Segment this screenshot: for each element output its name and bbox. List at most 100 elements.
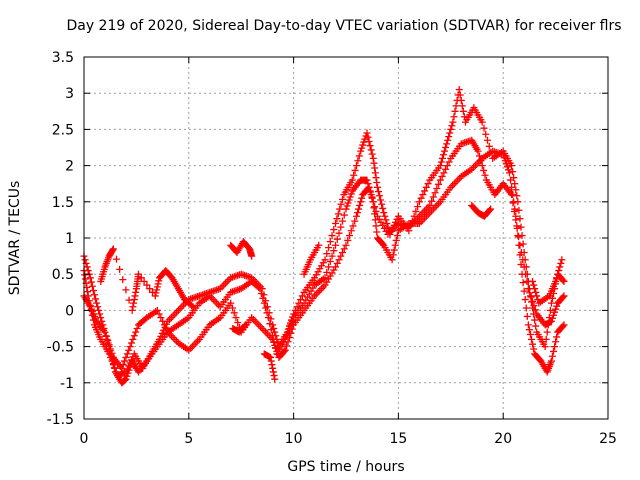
data-point [315,241,323,249]
data-point [134,270,142,278]
data-point [122,375,130,383]
data-point [342,205,350,213]
data-point [284,338,292,346]
data-point [325,244,333,252]
data-point [189,303,197,311]
data-point [410,212,418,220]
data-point [116,265,124,273]
data-point [555,267,563,275]
data-point [450,113,458,121]
data-point [342,241,350,249]
data-point [523,312,531,320]
data-point [508,191,516,199]
data-point [154,280,162,288]
data-point [129,335,137,343]
data-point [122,368,130,376]
x-axis-label: GPS time / hours [287,459,404,475]
data-point [526,331,534,339]
data-point [158,329,166,337]
data-point [287,329,295,337]
data-point [372,222,380,230]
data-point [547,317,555,325]
data-point [323,250,331,258]
data-point [340,211,348,219]
data-point [382,216,390,224]
data-point [422,183,430,191]
data-point [529,304,537,312]
data-point [552,277,560,285]
data-point [330,226,338,234]
data-point [346,193,354,201]
data-point [267,353,275,361]
data-point [505,169,513,177]
data-point [228,304,236,312]
data-point [121,357,129,365]
data-point [438,172,446,180]
data-point [333,235,341,243]
data-point [412,207,420,215]
data-point [520,248,528,256]
data-point [509,199,517,207]
data-point [109,246,117,254]
data-point [140,277,148,285]
data-point [123,350,131,358]
data-point [232,314,240,322]
data-point [512,216,520,224]
data-point [227,299,235,307]
data-point [421,187,429,195]
data-point [298,292,306,300]
data-point [125,362,133,370]
data-point [146,285,154,293]
data-point [283,328,291,336]
y-tick-label: 3 [65,86,74,102]
data-point [344,199,352,207]
data-point [405,227,413,235]
data-point [333,259,341,267]
data-point [129,303,137,311]
data-point [552,305,560,313]
data-point [271,375,279,383]
data-point [359,141,367,149]
data-point [483,136,491,144]
data-point [111,364,119,372]
data-point [357,198,365,206]
y-tick-label: 0.5 [52,267,74,283]
data-point [293,303,301,311]
data-series [80,86,568,387]
data-point [153,283,161,291]
data-point [525,326,533,334]
data-point [81,275,89,283]
data-point [551,343,559,351]
data-point [443,140,451,148]
data-point [456,91,464,99]
data-point [511,180,519,188]
data-point [126,343,134,351]
data-point [133,325,141,332]
data-point [86,274,94,282]
data-point [486,206,494,214]
data-point [88,282,96,290]
data-point [351,217,359,225]
data-point [107,353,115,361]
data-point [326,258,334,266]
data-point [284,325,292,333]
data-point [389,224,397,232]
data-point [478,118,486,126]
data-point [337,223,345,231]
data-point [371,169,379,177]
data-point [337,252,345,260]
data-point [551,308,559,316]
data-point [367,146,375,154]
data-point [452,102,460,110]
data-point [155,310,163,318]
data-point [531,285,539,293]
data-point [128,356,136,364]
data-point [381,212,389,220]
data-point [335,256,343,264]
data-point [332,241,340,249]
data-point [273,335,281,343]
data-point [368,150,376,158]
data-point [363,129,371,137]
data-point [328,232,336,240]
data-point [448,122,456,130]
